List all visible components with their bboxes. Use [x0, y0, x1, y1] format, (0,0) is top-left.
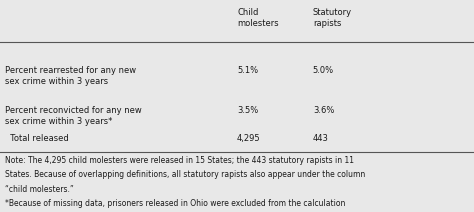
Text: Percent reconvicted for any new
sex crime within 3 years*: Percent reconvicted for any new sex crim… — [5, 106, 142, 126]
Text: 5.1%: 5.1% — [237, 66, 258, 75]
Text: Percent rearrested for any new
sex crime within 3 years: Percent rearrested for any new sex crime… — [5, 66, 136, 86]
Text: Note: The 4,295 child molesters were released in 15 States; the 443 statutory ra: Note: The 4,295 child molesters were rel… — [5, 156, 354, 165]
Text: 5.0%: 5.0% — [313, 66, 334, 75]
Text: 3.6%: 3.6% — [313, 106, 334, 115]
Text: Total released: Total released — [5, 134, 68, 142]
Text: 443: 443 — [313, 134, 328, 142]
Text: 4,295: 4,295 — [237, 134, 261, 142]
Text: *Because of missing data, prisoners released in Ohio were excluded from the calc: *Because of missing data, prisoners rele… — [5, 199, 345, 208]
Text: Child
molesters: Child molesters — [237, 8, 279, 28]
Text: States. Because of overlapping definitions, all statutory rapists also appear un: States. Because of overlapping definitio… — [5, 170, 365, 179]
Text: Statutory
rapists: Statutory rapists — [313, 8, 352, 28]
Text: “child molesters.”: “child molesters.” — [5, 185, 73, 194]
Text: 3.5%: 3.5% — [237, 106, 258, 115]
